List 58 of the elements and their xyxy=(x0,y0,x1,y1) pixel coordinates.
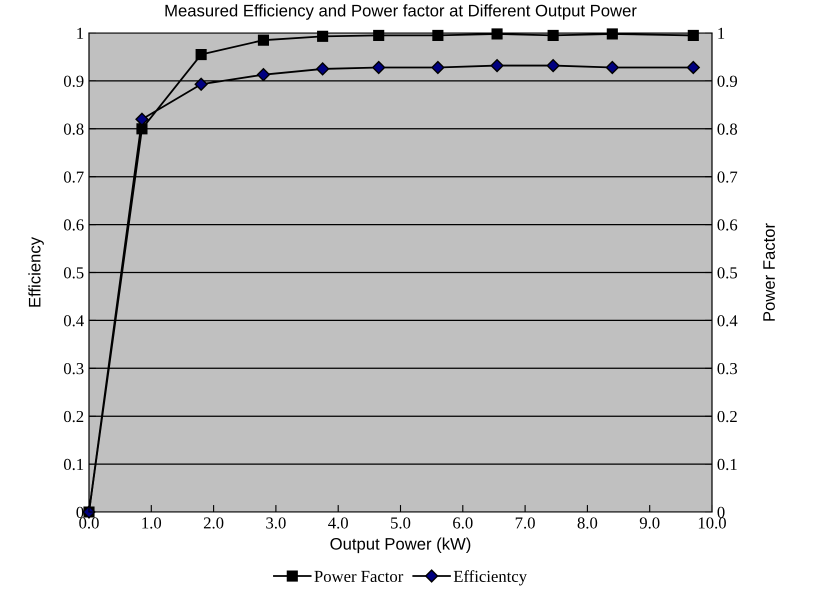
x-tick-label: 5.0 xyxy=(391,517,410,529)
legend-label: Power Factor xyxy=(314,570,404,582)
y2-tick-label: 0.4 xyxy=(717,315,738,326)
y2-axis-title: Power Factor xyxy=(763,223,775,321)
y-tick-label: 1 xyxy=(77,28,84,39)
y2-tick-label: 0.6 xyxy=(717,219,738,231)
point xyxy=(316,62,330,76)
point xyxy=(546,58,560,72)
y-tick-label: 0 xyxy=(76,506,84,518)
point xyxy=(258,34,269,46)
point xyxy=(492,28,503,40)
point xyxy=(256,68,270,82)
x-tick-label: 0.0 xyxy=(79,517,99,529)
point xyxy=(372,60,386,74)
x-tick-label: 10.0 xyxy=(698,517,726,529)
point xyxy=(317,30,328,42)
y2-tick-label: 0 xyxy=(717,506,725,518)
point xyxy=(135,112,149,126)
x-axis-title: Output Power (kW) xyxy=(330,538,470,554)
y-tick-label: 0.5 xyxy=(64,267,84,279)
point xyxy=(686,60,700,74)
y-axis-title: Efficiency xyxy=(28,237,44,307)
y2-tick-label: 0.1 xyxy=(717,458,737,470)
x-tick-label: 1.0 xyxy=(142,517,162,529)
point xyxy=(606,60,619,74)
y2-tick-label: 0.8 xyxy=(717,124,738,135)
point xyxy=(431,60,444,74)
y2-tick-label: 0.7 xyxy=(717,171,738,183)
point xyxy=(194,78,208,91)
point xyxy=(432,30,444,41)
point xyxy=(490,58,504,72)
point xyxy=(548,30,559,41)
y2-tick-label: 0.3 xyxy=(717,363,738,374)
x-tick-label: 9.0 xyxy=(640,517,660,529)
y-tick-label: 0.9 xyxy=(64,76,84,87)
point xyxy=(688,30,699,41)
y-tick-label: 0.1 xyxy=(64,458,84,470)
point xyxy=(373,30,384,41)
y2-tick-label: 0.2 xyxy=(717,410,737,422)
y-tick-label: 0.7 xyxy=(64,171,84,183)
y-tick-label: 0.3 xyxy=(64,363,84,374)
point xyxy=(196,49,207,60)
y-tick-label: 0.8 xyxy=(64,124,84,135)
y-tick-label: 0.2 xyxy=(64,410,84,422)
legend-label: Efficientcy xyxy=(454,570,527,586)
y2-tick-label: 0.9 xyxy=(717,76,738,87)
x-tick-label: 8.0 xyxy=(578,517,598,529)
x-tick-label: 2.0 xyxy=(204,517,224,529)
y-tick-label: 0.6 xyxy=(64,219,84,231)
x-tick-label: 3.0 xyxy=(266,517,286,529)
x-tick-label: 7.0 xyxy=(516,517,535,529)
point xyxy=(606,28,618,40)
y2-tick-label: 0.5 xyxy=(717,267,738,279)
y-tick-label: 0.4 xyxy=(64,315,84,326)
x-tick-label: 4.0 xyxy=(328,517,348,529)
x-tick-label: 6.0 xyxy=(453,517,473,529)
y2-tick-label: 1 xyxy=(718,28,724,39)
chart-title: Measured Efficiency and Power factor at Different Output Power xyxy=(165,4,637,20)
